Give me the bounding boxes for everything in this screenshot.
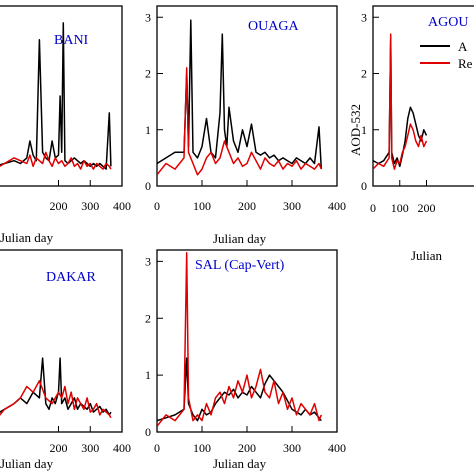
x-tick-label-sal-0: 0 <box>154 441 160 455</box>
legend-label-a: A <box>458 39 468 54</box>
legend-label-re: Re <box>458 56 473 71</box>
y-tick-label-ouaga-0: 0 <box>145 179 151 193</box>
x-tick-label-sal-400: 400 <box>328 441 346 455</box>
panel-ouaga: OUAGA Julian day 0 100 200 300 400 0 1 2 3 <box>145 5 346 246</box>
y-tick-label-sal-1: 1 <box>145 368 151 382</box>
series-line-sal-red <box>157 252 322 427</box>
panel-bani: BANI Julian day 200 300 400 <box>0 5 131 245</box>
y-tick-label-agou-1: 1 <box>361 123 367 137</box>
y-tick-label-agou-2: 2 <box>361 67 367 81</box>
xlabel-ouaga: Julian day <box>213 231 267 246</box>
xlabel-bani: Julian day <box>0 230 54 245</box>
series-line-ouaga-black <box>157 19 323 170</box>
series-line-bani-red <box>0 151 112 170</box>
x-tick-label-ouaga-100: 100 <box>193 199 211 213</box>
x-tick-label-sal-100: 100 <box>193 441 211 455</box>
x-tick-label-ouaga-400: 400 <box>328 199 346 213</box>
y-tick-label-sal-0: 0 <box>145 425 151 439</box>
xlabel-sal: Julian day <box>213 456 267 471</box>
y-tick-label-agou-3: 3 <box>361 10 367 24</box>
xlabel-dakar: Julian day <box>0 456 54 471</box>
panel-dakar: DAKAR Julian day 200 300 400 <box>0 249 131 471</box>
x-tick-label-sal-200: 200 <box>238 441 256 455</box>
series-group-sal <box>157 252 322 427</box>
panel-title-ouaga: OUAGA <box>248 19 299 34</box>
panel-title-agou: AGOU <box>428 15 468 30</box>
y-tick-label-sal-2: 2 <box>145 311 151 325</box>
ylabel-agou: AOD-532 <box>348 104 363 156</box>
series-group-agou <box>373 33 428 170</box>
y-tick-label-ouaga-3: 3 <box>145 10 151 24</box>
x-tick-label-bani-200: 200 <box>50 199 68 213</box>
x-tick-label-dakar-200: 200 <box>50 441 68 455</box>
series-group-bani <box>0 22 112 170</box>
x-tick-label-ouaga-300: 300 <box>283 199 301 213</box>
x-tick-label-ouaga-200: 200 <box>238 199 256 213</box>
y-tick-label-sal-3: 3 <box>145 254 151 268</box>
y-tick-label-ouaga-1: 1 <box>145 123 151 137</box>
series-line-dakar-red <box>0 380 112 419</box>
x-tick-label-bani-300: 300 <box>81 199 99 213</box>
legend-agou: A Re <box>420 39 473 71</box>
x-tick-label-agou-100: 100 <box>391 201 409 215</box>
panel-title-dakar: DAKAR <box>46 270 96 285</box>
panel-title-sal: SAL (Cap-Vert) <box>195 258 285 273</box>
series-group-ouaga <box>157 19 323 176</box>
x-tick-label-agou-200: 200 <box>418 201 436 215</box>
y-tick-label-ouaga-2: 2 <box>145 67 151 81</box>
x-tick-label-agou-0: 0 <box>370 201 376 215</box>
panel-agou: AGOU AOD-532 Julian A Re 0 100 200 0 1 2 3 <box>348 5 474 263</box>
panel-title-bani: BANI <box>54 33 89 48</box>
x-tick-label-bani-400: 400 <box>113 199 131 213</box>
series-line-agou-red <box>373 33 428 170</box>
panel-sal: SAL (Cap-Vert) Julian day 0 100 200 300 400 0… <box>145 249 346 471</box>
xlabel-agou: Julian <box>411 248 443 263</box>
x-tick-label-dakar-300: 300 <box>81 441 99 455</box>
x-tick-label-sal-300: 300 <box>283 441 301 455</box>
series-line-ouaga-red <box>157 67 322 176</box>
x-tick-label-dakar-400: 400 <box>113 441 131 455</box>
series-group-dakar <box>0 357 112 419</box>
x-tick-label-ouaga-0: 0 <box>154 199 160 213</box>
y-tick-label-agou-0: 0 <box>361 179 367 193</box>
